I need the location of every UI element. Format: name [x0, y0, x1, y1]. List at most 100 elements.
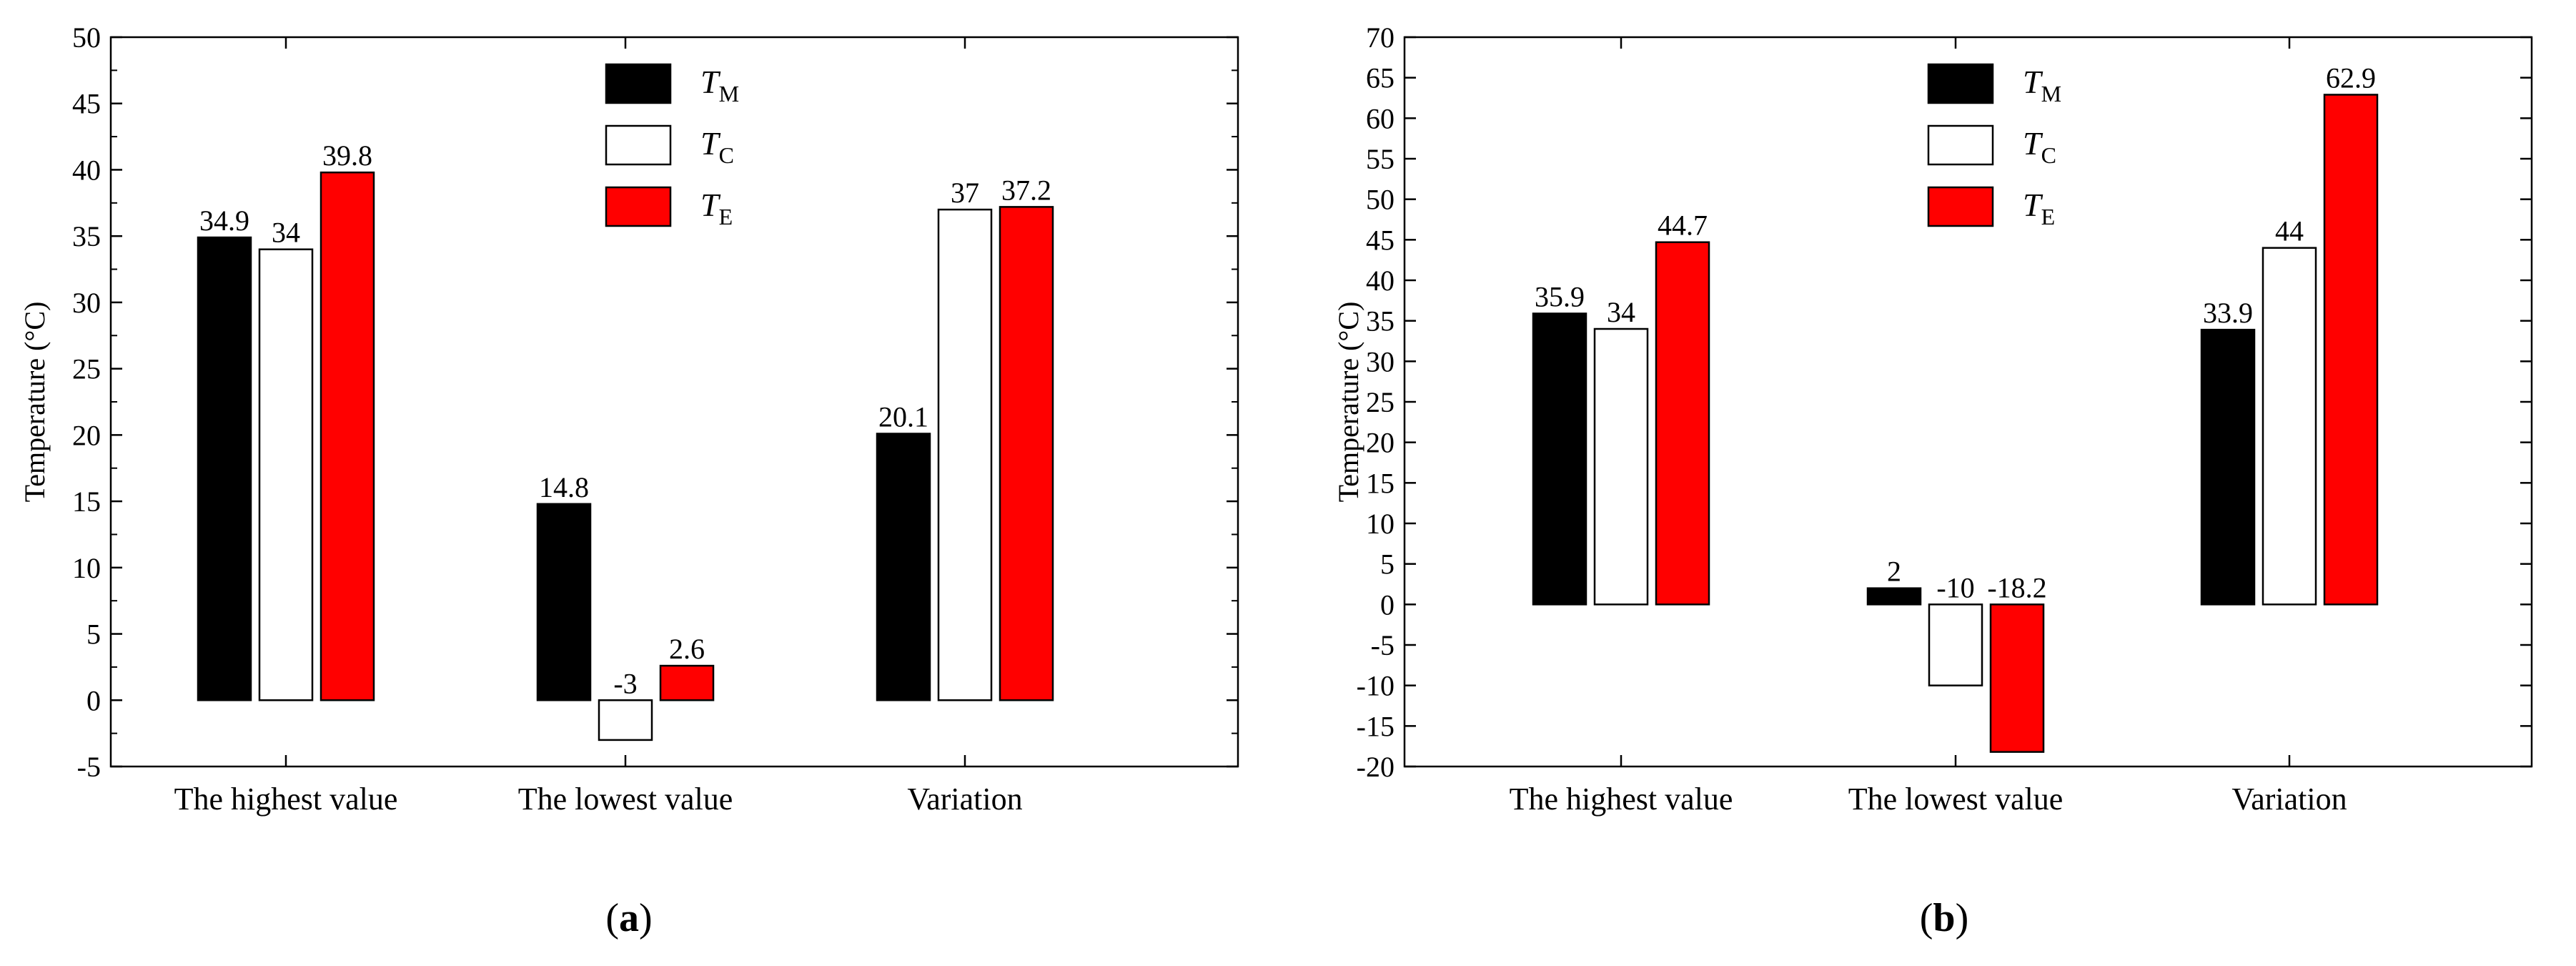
bar — [258, 248, 314, 701]
data-label: 37.2 — [1001, 174, 1051, 206]
y-tick-label: 70 — [1366, 21, 1394, 54]
y-tick-label: 15 — [1366, 467, 1394, 499]
legend-symbol: T — [2023, 64, 2044, 100]
y-tick-label: 60 — [1366, 102, 1394, 134]
bar — [2323, 94, 2379, 606]
legend-series-name: M — [719, 81, 739, 107]
y-axis-label: Temperature (°C) — [19, 302, 51, 503]
data-label: 34 — [1607, 296, 1635, 328]
y-tick-label: 20 — [72, 419, 101, 451]
y-tick-label: 0 — [86, 684, 101, 716]
bar — [999, 206, 1054, 701]
y-tick-label: 15 — [72, 486, 101, 518]
y-tick-label: 40 — [1366, 265, 1394, 297]
bar — [536, 503, 592, 701]
data-label: 2 — [1887, 556, 1901, 588]
x-category-label: Variation — [2231, 782, 2347, 817]
legend-label: TC — [700, 125, 734, 168]
y-tick-label: 25 — [1366, 386, 1394, 418]
legend-swatch — [1927, 63, 1994, 104]
x-category-label: The highest value — [1510, 782, 1733, 817]
bar — [659, 664, 715, 701]
bar — [319, 171, 375, 701]
legend-swatch — [1927, 124, 1994, 166]
data-label: 2.6 — [669, 633, 705, 665]
panel-label: (a) — [605, 896, 652, 940]
bar — [2200, 328, 2256, 606]
y-tick-label: 20 — [1366, 427, 1394, 459]
y-tick-label: -5 — [77, 751, 101, 783]
y-tick-label: -10 — [1357, 670, 1394, 702]
y-tick-label: 30 — [1366, 345, 1394, 378]
data-label: 34 — [272, 217, 300, 249]
y-tick-label: 5 — [86, 618, 101, 651]
y-tick-label: 5 — [1380, 548, 1394, 581]
y-tick-label: 65 — [1366, 62, 1394, 94]
panel-letter: b — [1933, 896, 1955, 940]
panel-letter: a — [619, 896, 639, 940]
y-tick-label: 45 — [72, 88, 101, 120]
legend-swatch — [1927, 186, 1994, 227]
bar — [598, 699, 653, 741]
legend-symbol: T — [700, 187, 721, 223]
legend-label: TE — [2023, 187, 2055, 230]
x-category-label: Variation — [907, 782, 1022, 817]
bar — [1655, 241, 1710, 606]
legend-label: TE — [700, 187, 733, 230]
chart-panel-a: -5 0 5 10 15 20 25 30 35 40 45 50 Temperature (°C) Th… — [19, 21, 1239, 940]
data-label: 39.8 — [322, 139, 372, 172]
legend-label: TM — [2023, 64, 2061, 107]
data-label: 34.9 — [199, 204, 249, 237]
bar — [1532, 312, 1587, 606]
legend-series-name: E — [719, 204, 733, 230]
bar — [1866, 587, 1922, 606]
x-category-label: The lowest value — [518, 782, 733, 817]
bar — [1928, 603, 1983, 686]
y-tick-label: 35 — [1366, 305, 1394, 337]
x-category-label: The highest value — [174, 782, 398, 817]
y-tick-label: -15 — [1357, 710, 1394, 742]
legend-swatch — [605, 186, 672, 227]
y-tick-label: 55 — [1366, 143, 1394, 175]
data-label: 44 — [2275, 215, 2304, 247]
data-label: -18.2 — [1987, 571, 2046, 603]
legend-symbol: T — [2023, 187, 2044, 223]
data-label: 44.7 — [1658, 210, 1708, 242]
y-tick-label: 50 — [72, 21, 101, 54]
legend-symbol: T — [2023, 125, 2044, 162]
data-label: -10 — [1936, 571, 1974, 603]
bar — [876, 433, 931, 701]
chart-panel-b: -20 -15 -10 -5 0 5 10 15 20 25 30 35 40 45 50 55 60 65 70 T… — [1332, 21, 2533, 940]
data-label: 20.1 — [878, 401, 928, 433]
bar — [2262, 247, 2317, 606]
y-tick-label: 0 — [1380, 588, 1394, 621]
y-tick-label: 10 — [1366, 508, 1394, 540]
data-label: 62.9 — [2326, 61, 2376, 94]
data-label: 14.8 — [539, 471, 589, 503]
bar — [1989, 603, 2045, 753]
y-tick-label: 45 — [1366, 224, 1394, 256]
y-tick-label: -5 — [1371, 629, 1394, 661]
bar — [1593, 327, 1649, 606]
y-tick-label: 50 — [1366, 184, 1394, 216]
panel-label: (b) — [1920, 896, 1968, 940]
bar — [197, 236, 252, 701]
legend-symbol: T — [700, 64, 721, 100]
legend-series-name: M — [2041, 81, 2061, 107]
data-label: 33.9 — [2203, 297, 2253, 329]
legend-series-name: C — [2041, 142, 2056, 168]
legend-swatch — [605, 63, 672, 104]
data-label: 35.9 — [1535, 280, 1585, 312]
legend-symbol: T — [700, 125, 721, 162]
data-label: 37 — [951, 177, 979, 209]
bar — [937, 208, 993, 701]
y-tick-label: 35 — [72, 220, 101, 252]
data-label: -3 — [613, 667, 637, 699]
y-tick-label: -20 — [1357, 751, 1394, 783]
y-tick-label: 25 — [72, 353, 101, 385]
y-tick-label: 10 — [72, 552, 101, 584]
